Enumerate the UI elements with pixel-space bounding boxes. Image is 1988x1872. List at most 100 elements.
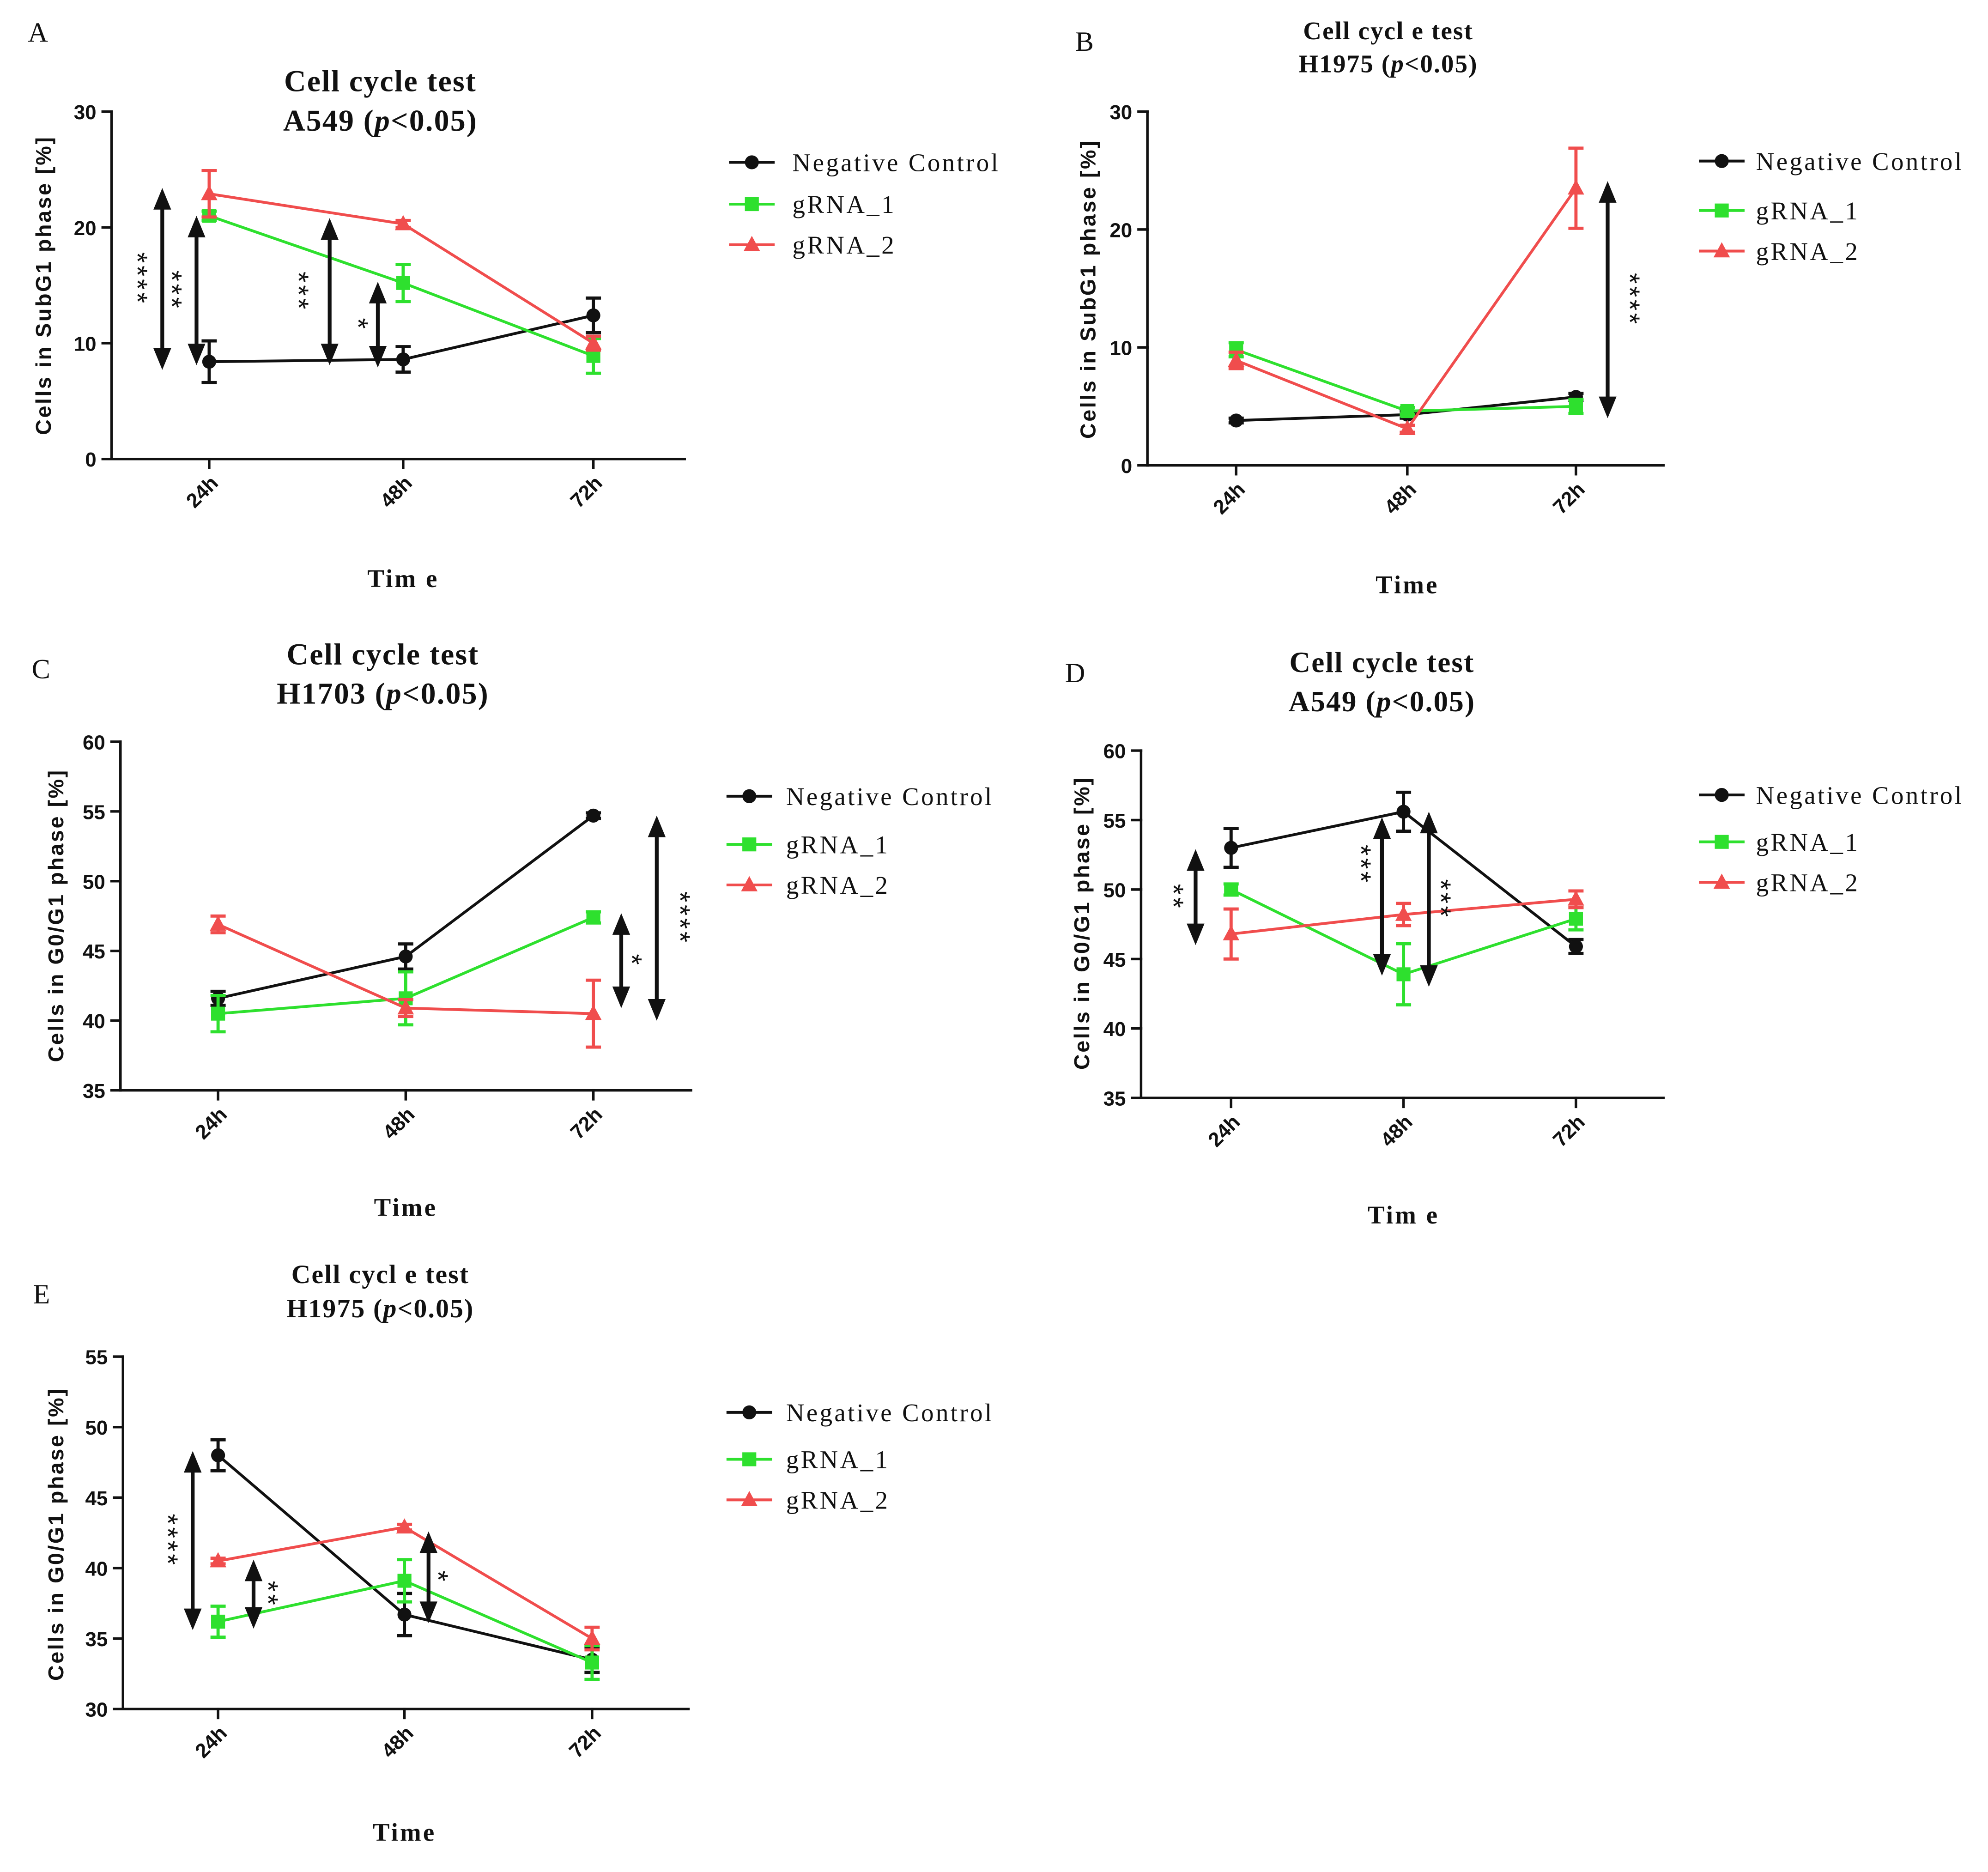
panel-c: C Cell cycle test H1703 (p<0.05) 35 40 45 50 55… bbox=[32, 637, 992, 1221]
panel-d-y-tick-label: 50 bbox=[1103, 879, 1126, 902]
panel-b-grna-2-legend-item: gRNA_2 bbox=[1699, 237, 1858, 266]
panel-e-grna-2-point bbox=[584, 1630, 600, 1645]
panel-c-y-tick-label: 60 bbox=[83, 731, 105, 754]
panel-e-grna-1-legend-marker bbox=[742, 1452, 757, 1466]
panel-a-significance-arrow: **** bbox=[122, 188, 171, 370]
panel-c-grna-2-point bbox=[210, 915, 226, 931]
panel-e-y-tick-label: 40 bbox=[85, 1557, 108, 1580]
panel-a-significance-arrow: *** bbox=[156, 216, 206, 365]
panel-c-significance-arrow: **** bbox=[648, 815, 696, 1021]
panel-d-significance-label: ** bbox=[1158, 884, 1189, 910]
panel-e-arrowhead-up bbox=[419, 1531, 437, 1553]
panel-b-subtitle: H1975 (p<0.05) bbox=[1299, 50, 1478, 78]
panel-c-negative-control-point bbox=[586, 808, 600, 823]
panel-c-arrowhead-down bbox=[612, 986, 630, 1008]
panel-c-subtitle-cell-line: H1703 ( bbox=[277, 677, 386, 710]
panel-d-subtitle-cell-line: A549 ( bbox=[1289, 685, 1376, 718]
panel-c-grna-2-series bbox=[210, 914, 602, 1049]
panel-e-x-tick-label: 24h bbox=[191, 1722, 231, 1763]
panel-c-significance-label: * bbox=[617, 954, 648, 967]
panel-e-significance-label: **** bbox=[152, 1514, 184, 1567]
panel-d-y-tick-label: 40 bbox=[1103, 1018, 1126, 1041]
panel-b-grna-1-legend-label: gRNA_1 bbox=[1756, 197, 1860, 225]
panel-c-subtitle-threshold: <0.05) bbox=[402, 677, 489, 710]
panel-e-subtitle-threshold: <0.05) bbox=[397, 1294, 474, 1323]
panel-b-significance-arrow: **** bbox=[1599, 181, 1646, 418]
panel-a-x-axis-label: Tim e bbox=[367, 564, 439, 593]
panel-d-arrowhead-up bbox=[1420, 812, 1438, 834]
panel-e-arrowhead-down bbox=[419, 1601, 437, 1624]
panel-c-negative-control-legend-marker bbox=[742, 789, 757, 803]
panel-a-grna-1-series bbox=[201, 209, 601, 375]
panel-d-negative-control-series bbox=[1223, 790, 1584, 955]
panel-c-letter: C bbox=[32, 654, 50, 685]
panel-c-grna-1-legend-label: gRNA_1 bbox=[786, 830, 890, 859]
panel-e-x-tick-label: 72h bbox=[565, 1722, 606, 1763]
panel-b: B Cell cycl e test H1975 (p<0.05) 0 10 20 30 24… bbox=[1075, 17, 1964, 599]
panel-d-y-tick-label: 60 bbox=[1103, 740, 1126, 763]
panel-c-x-tick-label: 72h bbox=[566, 1103, 606, 1144]
panel-a-negative-control-point bbox=[396, 352, 410, 367]
panel-b-letter: B bbox=[1075, 26, 1094, 57]
panel-e-subtitle-p-symbol: p bbox=[381, 1294, 397, 1323]
panel-a-negative-control-legend-marker bbox=[745, 155, 759, 170]
panel-e-negative-control-point bbox=[397, 1607, 412, 1622]
panel-e-grna-1-point bbox=[397, 1574, 412, 1588]
panel-e-significance-arrow: ** bbox=[244, 1559, 284, 1629]
panel-a-y-tick-label: 0 bbox=[85, 448, 96, 471]
panel-c-negative-control-point bbox=[399, 949, 413, 963]
panel-e-significance-arrow: **** bbox=[152, 1451, 202, 1630]
panel-e-grna-2-legend-item: gRNA_2 bbox=[726, 1486, 888, 1515]
panel-e-negative-control-series bbox=[210, 1438, 600, 1674]
panel-c-grna-2-legend-item: gRNA_2 bbox=[726, 871, 888, 899]
panel-c-x-tick-label: 48h bbox=[378, 1103, 419, 1144]
panel-e-grna-2-point bbox=[396, 1518, 413, 1534]
panel-d-subtitle-p-symbol: p bbox=[1374, 685, 1392, 718]
panel-a-arrowhead-up bbox=[153, 188, 171, 210]
panel-d-x-axis-label: Tim e bbox=[1368, 1201, 1439, 1229]
panel-c-grna-2-point bbox=[397, 999, 414, 1015]
panel-d-grna-2-point bbox=[1568, 890, 1584, 906]
panel-e-y-tick-label: 35 bbox=[85, 1628, 108, 1651]
panel-a-significance-label: **** bbox=[122, 252, 153, 306]
panel-b-title: Cell cycl e test bbox=[1303, 17, 1473, 45]
panel-d-negative-control-legend-item: Negative Control bbox=[1699, 781, 1962, 809]
panel-d-y-axis-label: Cells in G0/G1 phase [%] bbox=[1070, 776, 1094, 1070]
panel-d-arrowhead-down bbox=[1420, 965, 1438, 987]
panel-c-arrowhead-down bbox=[648, 999, 666, 1021]
panel-a-subtitle-cell-line: A549 ( bbox=[283, 104, 375, 138]
panel-b-grna-1-legend-item: gRNA_1 bbox=[1699, 197, 1860, 225]
panel-d-arrowhead-up bbox=[1187, 849, 1205, 871]
panel-b-x-tick-label: 24h bbox=[1209, 478, 1249, 519]
panel-c-x-tick-label: 24h bbox=[191, 1103, 231, 1144]
panel-c-grna-2-point bbox=[585, 1005, 602, 1020]
panel-a-negative-control-point bbox=[586, 308, 600, 322]
panel-c-y-tick-label: 50 bbox=[83, 871, 105, 893]
panel-b-grna-2-point bbox=[1228, 351, 1245, 367]
panel-d-subtitle: A549 (p<0.05) bbox=[1289, 685, 1476, 718]
panel-a-negative-control-legend-item: Negative Control bbox=[729, 149, 998, 177]
panel-d-grna-2-point bbox=[1395, 905, 1412, 921]
panel-e-arrowhead-down bbox=[184, 1608, 202, 1630]
panel-b-negative-control-legend-item: Negative Control bbox=[1699, 147, 1964, 176]
panel-b-y-tick-label: 30 bbox=[1109, 101, 1132, 124]
panel-e-x-axis-label: Time bbox=[373, 1818, 436, 1847]
panel-a-arrowhead-down bbox=[153, 348, 171, 370]
panel-e: E Cell cycl e test H1975 (p<0.05) 30 35 40 45 5… bbox=[33, 1260, 992, 1847]
panel-d-grna-1-point bbox=[1569, 911, 1583, 926]
panel-c-y-tick-label: 35 bbox=[83, 1080, 105, 1103]
panel-e-y-tick-label: 50 bbox=[85, 1417, 108, 1439]
panel-c-y-axis-label: Cells in G0/G1 phase [%] bbox=[44, 769, 68, 1062]
panel-c-subtitle-p-symbol: p bbox=[384, 677, 402, 710]
panel-b-subtitle-cell-line: H1975 ( bbox=[1299, 50, 1391, 78]
panel-a-significance-label: * bbox=[343, 318, 374, 331]
panel-e-y-tick-label: 55 bbox=[85, 1346, 108, 1369]
panel-b-negative-control-legend-label: Negative Control bbox=[1756, 147, 1964, 176]
panel-b-grna-2-point bbox=[1399, 420, 1416, 436]
panel-b-x-axis-label: Time bbox=[1376, 571, 1439, 599]
panel-d-y-tick-label: 45 bbox=[1103, 949, 1126, 971]
panel-a-grna-2-point bbox=[395, 215, 412, 230]
panel-a-arrowhead-down bbox=[369, 346, 387, 368]
panel-d-significance-label: *** bbox=[1346, 845, 1377, 885]
panel-c-grna-1-legend-item: gRNA_1 bbox=[726, 830, 890, 859]
